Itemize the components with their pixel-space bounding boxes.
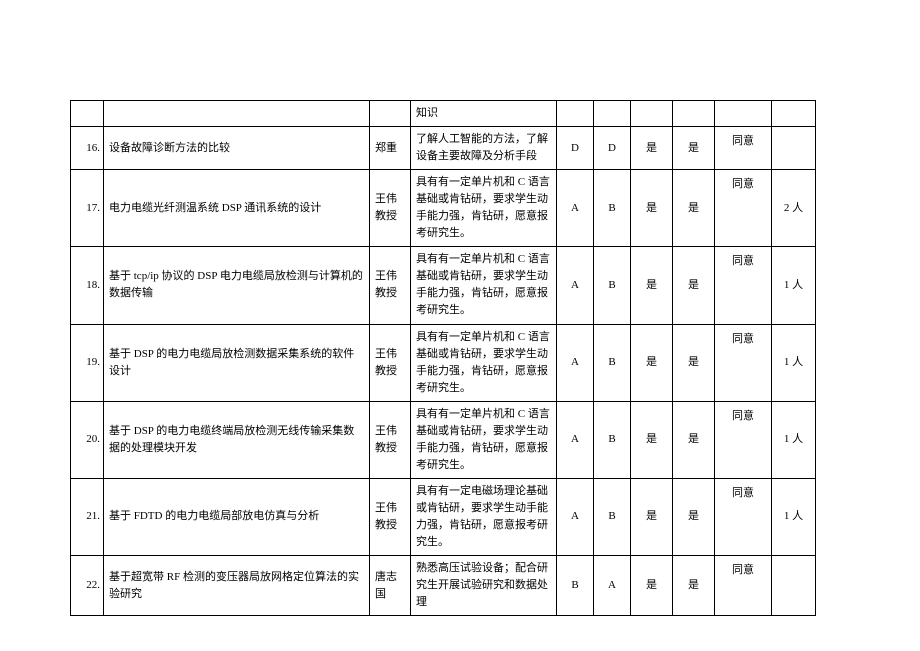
cell-requirement: 具有有一定单片机和 C 语言基础或肯钻研，要求学生动手能力强，肯钻研，愿意报考研… (411, 324, 557, 401)
cell-n (772, 127, 816, 170)
cell-title: 基于 FDTD 的电力电缆局部放电仿真与分析 (104, 478, 370, 555)
cell-c2: B (594, 247, 631, 324)
cell-title: 基于 DSP 的电力电缆局放检测数据采集系统的软件设计 (104, 324, 370, 401)
cell-requirement: 具有有一定电磁场理论基础或肯钻研，要求学生动手能力强，肯钻研，愿意报考研究生。 (411, 478, 557, 555)
cell-idx: 20. (71, 401, 104, 478)
cell-n (772, 556, 816, 616)
cell-c4 (673, 101, 715, 127)
table-row: 21. 基于 FDTD 的电力电缆局部放电仿真与分析 王伟教授 具有有一定电磁场… (71, 478, 816, 555)
cell-c1: D (557, 127, 594, 170)
table-row: 22. 基于超宽带 RF 检测的变压器局放网格定位算法的实验研究 唐志国 熟悉高… (71, 556, 816, 616)
cell-n (772, 101, 816, 127)
cell-c3: 是 (631, 247, 673, 324)
cell-agree: 同意 (715, 324, 772, 401)
cell-instructor: 唐志国 (370, 556, 411, 616)
cell-agree: 同意 (715, 401, 772, 478)
cell-agree: 同意 (715, 170, 772, 247)
cell-instructor: 王伟教授 (370, 401, 411, 478)
cell-c2: B (594, 324, 631, 401)
cell-agree: 同意 (715, 478, 772, 555)
cell-c4: 是 (673, 478, 715, 555)
cell-c4: 是 (673, 324, 715, 401)
cell-c2: B (594, 478, 631, 555)
cell-c4: 是 (673, 127, 715, 170)
cell-requirement: 具有有一定单片机和 C 语言基础或肯钻研，要求学生动手能力强，肯钻研，愿意报考研… (411, 170, 557, 247)
cell-agree: 同意 (715, 127, 772, 170)
cell-n: 1 人 (772, 324, 816, 401)
cell-c1: A (557, 324, 594, 401)
table-row-stub: 知识 (71, 101, 816, 127)
cell-c3: 是 (631, 127, 673, 170)
cell-idx (71, 101, 104, 127)
cell-title: 基于 tcp/ip 协议的 DSP 电力电缆局放检测与计算机的数据传输 (104, 247, 370, 324)
cell-instructor: 王伟教授 (370, 478, 411, 555)
cell-agree (715, 101, 772, 127)
cell-title: 基于 DSP 的电力电缆终端局放检测无线传输采集数据的处理模块开发 (104, 401, 370, 478)
cell-c4: 是 (673, 556, 715, 616)
cell-c2: B (594, 401, 631, 478)
cell-requirement: 了解人工智能的方法，了解设备主要故障及分析手段 (411, 127, 557, 170)
cell-instructor: 郑重 (370, 127, 411, 170)
table-row: 20. 基于 DSP 的电力电缆终端局放检测无线传输采集数据的处理模块开发 王伟… (71, 401, 816, 478)
cell-title (104, 101, 370, 127)
cell-title: 基于超宽带 RF 检测的变压器局放网格定位算法的实验研究 (104, 556, 370, 616)
cell-idx: 21. (71, 478, 104, 555)
cell-c1: B (557, 556, 594, 616)
cell-n: 1 人 (772, 247, 816, 324)
table-row: 19. 基于 DSP 的电力电缆局放检测数据采集系统的软件设计 王伟教授 具有有… (71, 324, 816, 401)
cell-c3: 是 (631, 478, 673, 555)
table-row: 16. 设备故障诊断方法的比较 郑重 了解人工智能的方法，了解设备主要故障及分析… (71, 127, 816, 170)
cell-c1: A (557, 170, 594, 247)
cell-c4: 是 (673, 401, 715, 478)
table-row: 17. 电力电缆光纤测温系统 DSP 通讯系统的设计 王伟教授 具有有一定单片机… (71, 170, 816, 247)
cell-idx: 22. (71, 556, 104, 616)
cell-idx: 19. (71, 324, 104, 401)
cell-c1: A (557, 247, 594, 324)
cell-c1: A (557, 478, 594, 555)
cell-instructor: 王伟教授 (370, 324, 411, 401)
cell-c4: 是 (673, 170, 715, 247)
cell-c2 (594, 101, 631, 127)
cell-c2: B (594, 170, 631, 247)
cell-idx: 18. (71, 247, 104, 324)
table-row: 18. 基于 tcp/ip 协议的 DSP 电力电缆局放检测与计算机的数据传输 … (71, 247, 816, 324)
cell-instructor: 王伟教授 (370, 170, 411, 247)
cell-c2: D (594, 127, 631, 170)
cell-requirement: 知识 (411, 101, 557, 127)
cell-c1 (557, 101, 594, 127)
cell-n: 1 人 (772, 401, 816, 478)
cell-requirement: 具有有一定单片机和 C 语言基础或肯钻研，要求学生动手能力强，肯钻研，愿意报考研… (411, 401, 557, 478)
data-table: 知识 16. 设备故障诊断方法的比较 郑重 了解人工智能的方法，了解设备主要故障… (70, 100, 816, 616)
cell-title: 设备故障诊断方法的比较 (104, 127, 370, 170)
cell-c4: 是 (673, 247, 715, 324)
cell-agree: 同意 (715, 556, 772, 616)
cell-c3 (631, 101, 673, 127)
cell-agree: 同意 (715, 247, 772, 324)
cell-c3: 是 (631, 401, 673, 478)
cell-c3: 是 (631, 556, 673, 616)
cell-n: 2 人 (772, 170, 816, 247)
cell-n: 1 人 (772, 478, 816, 555)
cell-instructor (370, 101, 411, 127)
cell-title: 电力电缆光纤测温系统 DSP 通讯系统的设计 (104, 170, 370, 247)
cell-c1: A (557, 401, 594, 478)
cell-c3: 是 (631, 170, 673, 247)
cell-c3: 是 (631, 324, 673, 401)
cell-instructor: 王伟教授 (370, 247, 411, 324)
page: 知识 16. 设备故障诊断方法的比较 郑重 了解人工智能的方法，了解设备主要故障… (0, 0, 920, 651)
cell-idx: 17. (71, 170, 104, 247)
cell-requirement: 熟悉高压试验设备；配合研究生开展试验研究和数据处理 (411, 556, 557, 616)
cell-c2: A (594, 556, 631, 616)
cell-requirement: 具有有一定单片机和 C 语言基础或肯钻研，要求学生动手能力强，肯钻研，愿意报考研… (411, 247, 557, 324)
cell-idx: 16. (71, 127, 104, 170)
